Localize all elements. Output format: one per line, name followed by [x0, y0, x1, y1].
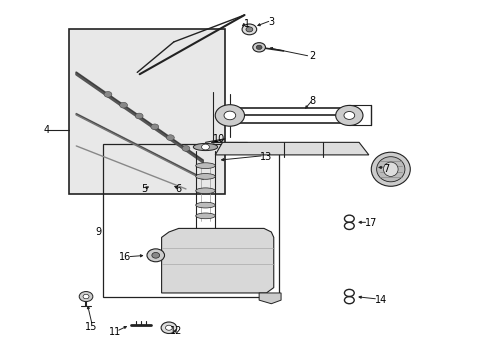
Circle shape — [83, 294, 89, 299]
Circle shape — [335, 105, 362, 126]
Circle shape — [120, 102, 127, 108]
Circle shape — [165, 325, 172, 330]
Text: 6: 6 — [175, 184, 182, 194]
Ellipse shape — [195, 174, 215, 179]
Text: 8: 8 — [309, 96, 315, 106]
Bar — [69, 30, 224, 194]
Ellipse shape — [376, 157, 404, 182]
Circle shape — [83, 294, 89, 299]
Circle shape — [151, 124, 158, 130]
Text: 10: 10 — [213, 134, 225, 144]
Text: 2: 2 — [309, 51, 315, 61]
Circle shape — [245, 27, 252, 32]
Ellipse shape — [370, 152, 409, 186]
Text: 15: 15 — [84, 322, 97, 332]
Text: 5: 5 — [141, 184, 147, 194]
Ellipse shape — [193, 143, 217, 150]
Circle shape — [135, 113, 143, 119]
Circle shape — [182, 145, 189, 151]
Text: 9: 9 — [95, 227, 101, 237]
Polygon shape — [215, 142, 368, 155]
Circle shape — [224, 111, 235, 120]
Circle shape — [166, 135, 174, 140]
Text: 4: 4 — [44, 125, 50, 135]
Circle shape — [79, 292, 93, 302]
Text: 16: 16 — [119, 252, 131, 262]
Text: 3: 3 — [268, 17, 274, 27]
Text: 13: 13 — [260, 152, 272, 162]
Ellipse shape — [195, 202, 215, 208]
Circle shape — [104, 91, 112, 97]
Ellipse shape — [383, 162, 397, 176]
Circle shape — [161, 322, 176, 333]
Circle shape — [343, 112, 354, 120]
Bar — [103, 144, 278, 297]
Circle shape — [215, 105, 244, 126]
Polygon shape — [161, 228, 273, 293]
Text: 14: 14 — [374, 295, 386, 305]
Circle shape — [256, 45, 262, 49]
Text: 7: 7 — [382, 164, 388, 174]
Circle shape — [242, 24, 256, 35]
Text: 11: 11 — [109, 327, 121, 337]
Polygon shape — [259, 293, 281, 304]
Circle shape — [152, 252, 159, 258]
Ellipse shape — [195, 163, 215, 168]
Text: 1: 1 — [244, 19, 249, 29]
Circle shape — [147, 249, 164, 262]
Ellipse shape — [195, 188, 215, 194]
Text: 17: 17 — [365, 218, 377, 228]
Text: 12: 12 — [170, 326, 182, 336]
Circle shape — [201, 144, 209, 150]
Ellipse shape — [195, 213, 215, 219]
Circle shape — [252, 42, 265, 52]
